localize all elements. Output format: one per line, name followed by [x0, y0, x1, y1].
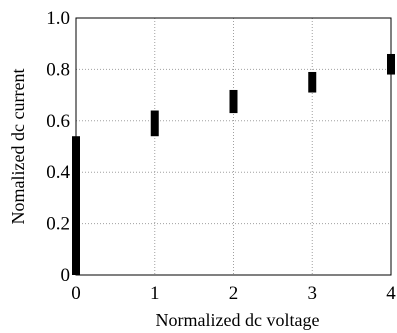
x-tick-label-3: 3 [308, 283, 318, 304]
y-axis-label: Nomalized dc current [8, 69, 28, 225]
x-tick-label-1: 1 [150, 283, 160, 304]
y-tick-label-1: 0.2 [46, 214, 70, 235]
x-tick-label-4: 4 [386, 283, 396, 304]
x-tick-labels: 0 1 2 3 4 [71, 283, 396, 304]
data-point-4 [387, 53, 395, 75]
y-tick-label-2: 0.4 [46, 162, 70, 183]
x-axis-label: Normalized dc voltage [156, 310, 320, 330]
y-tick-label-4: 0.8 [46, 59, 70, 80]
y-tick-label-0: 0 [61, 265, 71, 286]
y-tick-label-5: 1.0 [46, 8, 70, 29]
data-marks [72, 53, 395, 275]
data-point-0 [72, 136, 80, 275]
data-point-2 [229, 89, 238, 114]
x-tick-label-0: 0 [71, 283, 81, 304]
y-tick-labels: 0 0.2 0.4 0.6 0.8 1.0 [46, 8, 70, 286]
plot-frame [75, 17, 392, 276]
data-point-3 [308, 71, 317, 93]
grid [76, 18, 391, 275]
x-tick-label-2: 2 [229, 283, 239, 304]
y-tick-label-3: 0.6 [46, 111, 70, 132]
data-point-1 [150, 110, 159, 137]
